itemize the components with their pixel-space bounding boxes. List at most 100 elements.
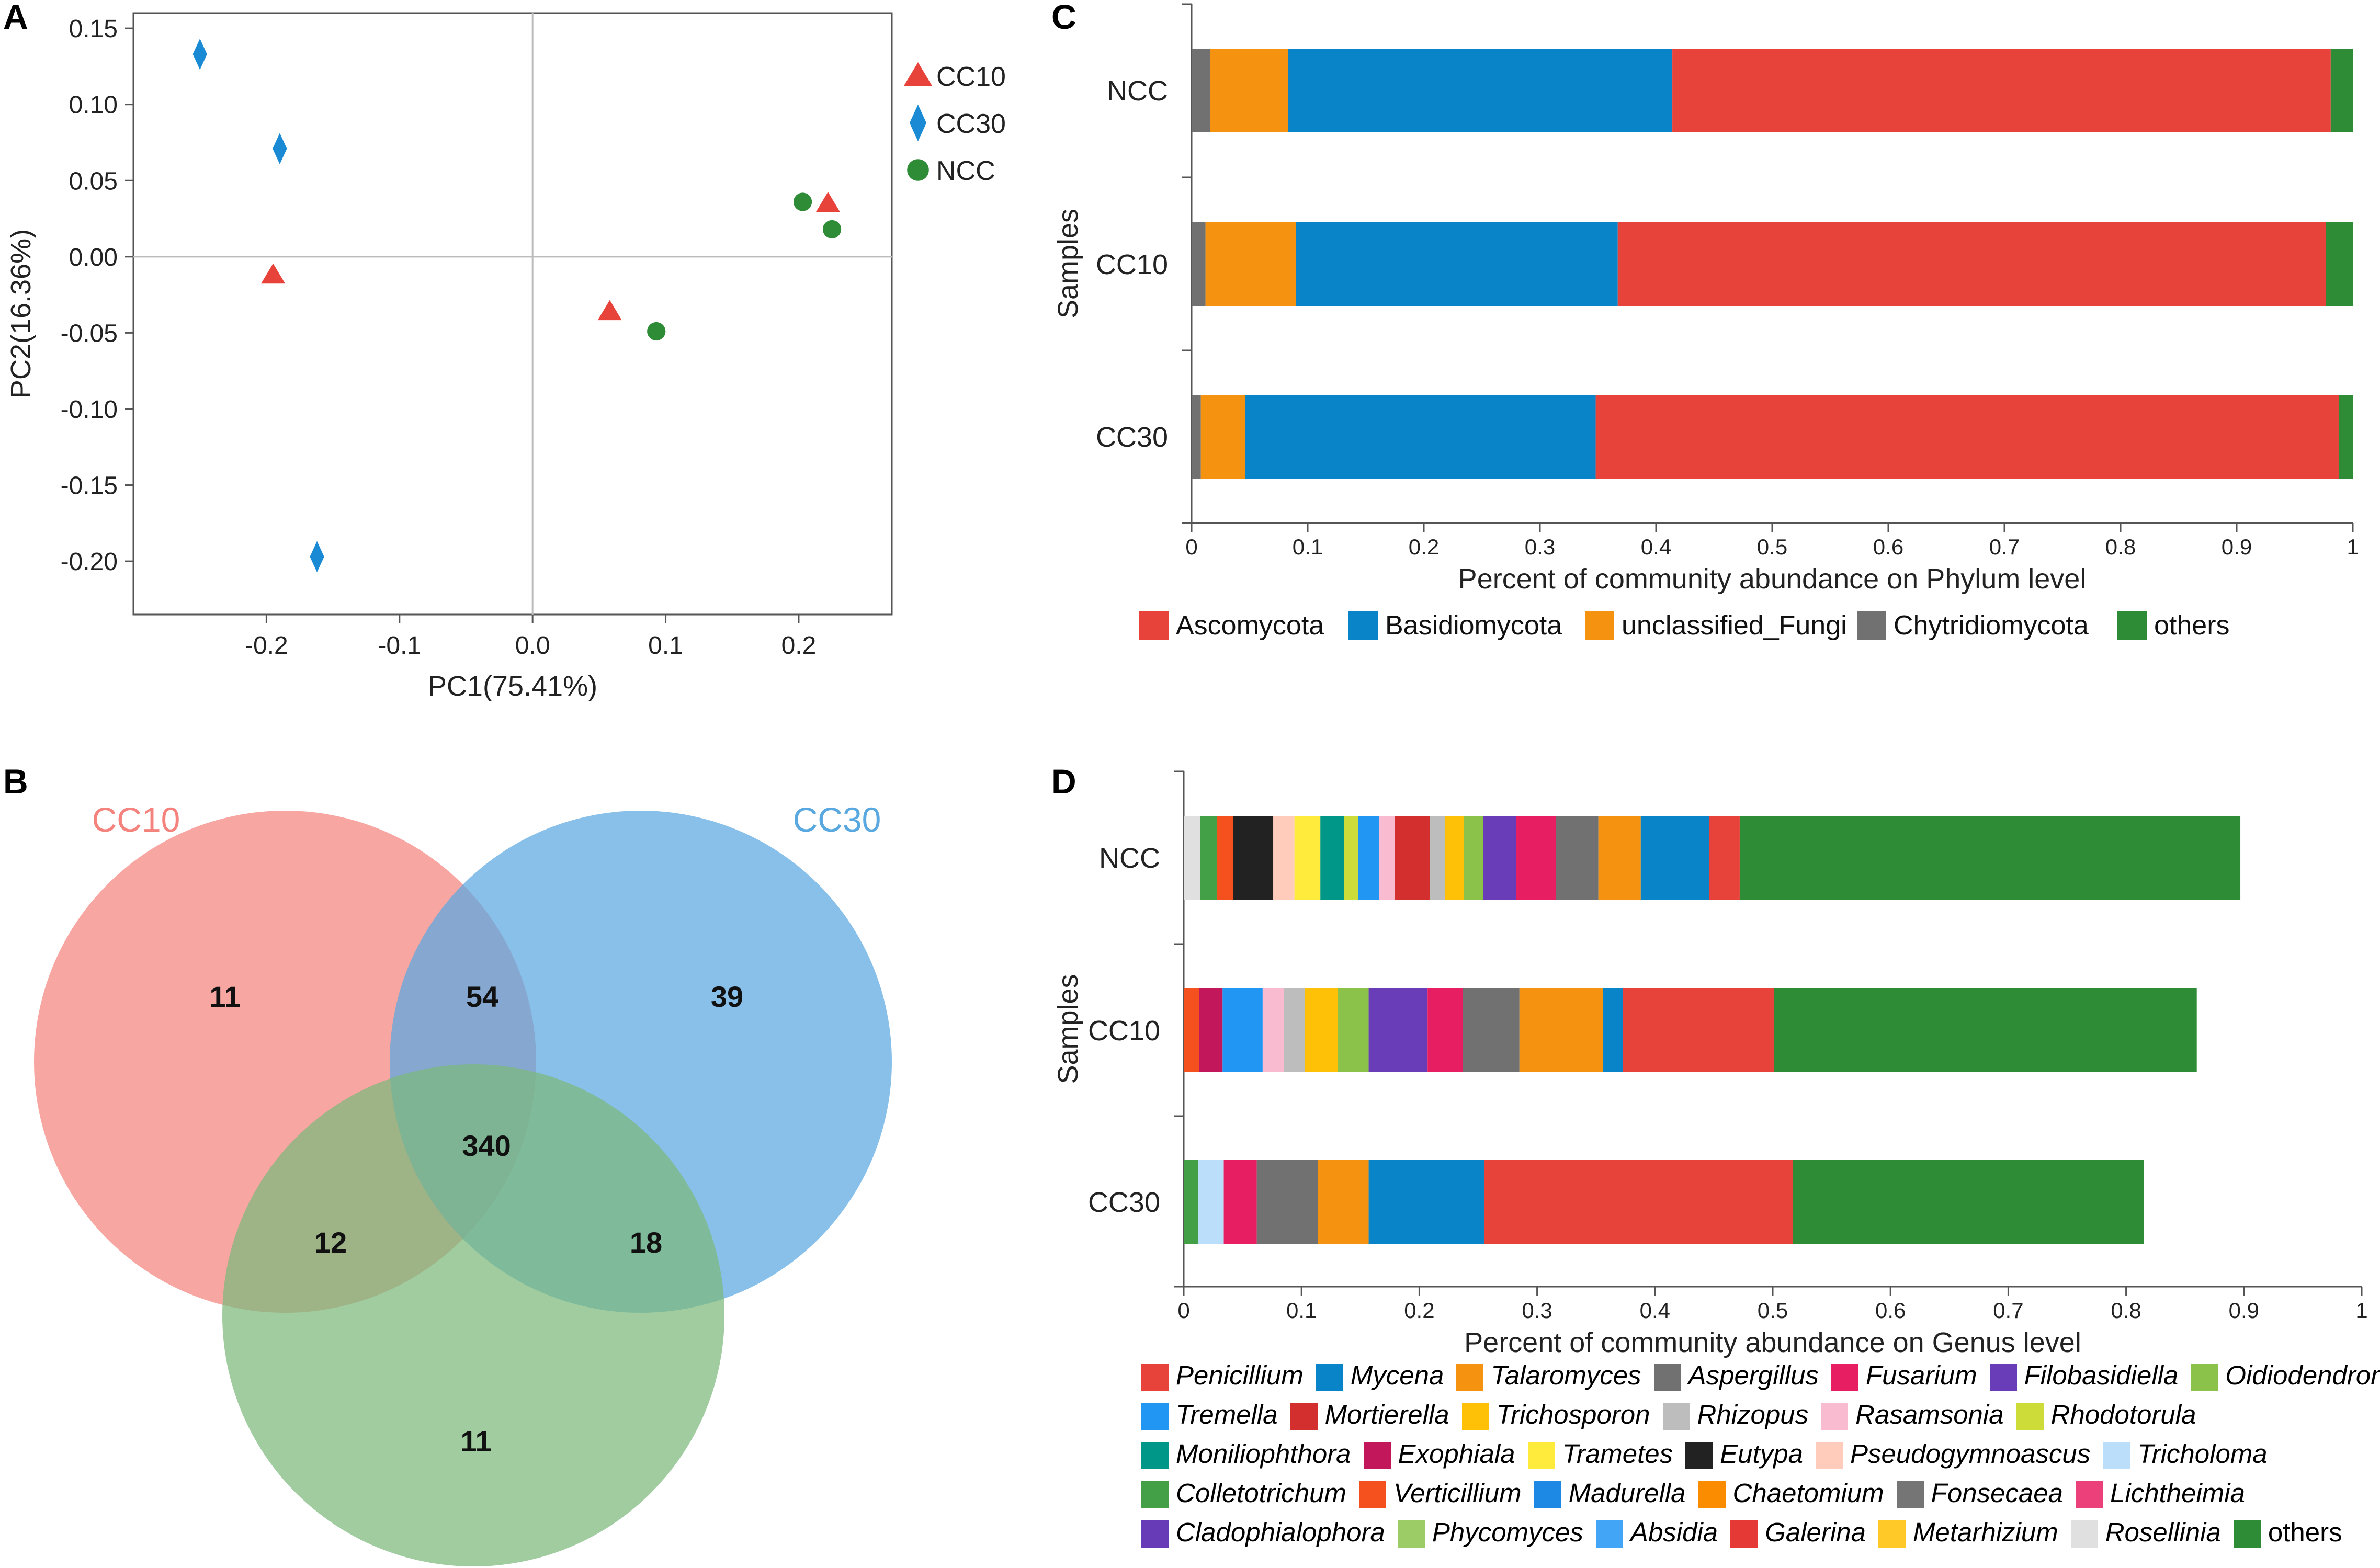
- phylum-x-tick-label: 0: [1185, 535, 1197, 559]
- genus-legend-item-pseudogymnoascus: Pseudogymnoascus: [1815, 1438, 2091, 1470]
- x-tick-label: -0.1: [378, 632, 421, 660]
- genus-legend-label: Talaromyces: [1491, 1360, 1641, 1390]
- x-tick-label: 0.2: [781, 632, 817, 660]
- genus-bar-segment-talaromyces: [1519, 988, 1603, 1072]
- genus-legend-item-rhizopus: Rhizopus: [1662, 1399, 1808, 1430]
- genus-legend-item-tricholoma: Tricholoma: [2103, 1438, 2268, 1470]
- genus-bar-segment-fusarium: [1516, 816, 1556, 900]
- x-tick-label: 0.1: [648, 632, 683, 660]
- genus-legend-label: Phycomyces: [1432, 1517, 1583, 1547]
- genus-legend-item-talaromyces: Talaromyces: [1456, 1360, 1641, 1391]
- genus-bar-segment-penicillium: [1709, 816, 1740, 900]
- genus-x-tick-label: 0.5: [1758, 1298, 1788, 1323]
- phylum-legend-label-ascomycota: Ascomycota: [1176, 610, 1324, 641]
- genus-legend-swatch: [2103, 1442, 2130, 1470]
- phylum-y-axis-title: Samples: [1052, 209, 1084, 319]
- genus-bar-segment-exophiala: [1199, 988, 1223, 1072]
- genus-legend-swatch: [1730, 1520, 1758, 1548]
- genus-legend-swatch: [2076, 1481, 2103, 1509]
- genus-bar-segment-rasamsonia: [1262, 988, 1284, 1072]
- genus-legend-item-filobasidiella: Filobasidiella: [1989, 1360, 2178, 1391]
- genus-bar-segment-verticillium: [1184, 988, 1199, 1072]
- genus-x-tick-label: 0.6: [1875, 1298, 1906, 1323]
- venn-set-label-cc30: CC30: [793, 800, 881, 839]
- genus-legend-item-oidiodendron: Oidiodendron: [2191, 1360, 2380, 1391]
- venn-count-cc30-ncc: 18: [630, 1226, 662, 1259]
- genus-bar-segment-rosellinia: [1184, 816, 1200, 900]
- genus-legend-item-cladophialophora: Cladophialophora: [1141, 1517, 1385, 1548]
- phylum-x-tick-label: 1: [2347, 535, 2359, 559]
- phylum-legend-label-unclassified-fungi: unclassified_Fungi: [1622, 610, 1847, 641]
- genus-legend-label: Metarhizium: [1912, 1517, 2058, 1547]
- genus-legend-row: Moniliophthora Exophiala Trametes Eutypa Pse…: [1141, 1436, 2380, 1475]
- genus-legend-swatch: [2233, 1520, 2261, 1548]
- genus-legend-label: Absidia: [1630, 1517, 1718, 1547]
- genus-legend-swatch: [1534, 1481, 1561, 1509]
- genus-legend-swatch: [1141, 1481, 1169, 1509]
- genus-bar-segment-mycena: [1603, 988, 1623, 1072]
- genus-legend-label: Rasamsonia: [1855, 1399, 2004, 1429]
- phylum-x-tick-label: 0.6: [1873, 535, 1903, 559]
- scatter-point-cc30: [273, 133, 287, 164]
- genus-legend-label: Pseudogymnoascus: [1850, 1438, 2091, 1469]
- genus-legend-swatch: [1527, 1442, 1555, 1470]
- phylum-legend-swatch-ascomycota: [1139, 611, 1169, 640]
- phylum-legend-swatch-basidiomycota: [1348, 611, 1378, 640]
- phylum-bar-segment-basidiomycota: [1288, 49, 1673, 132]
- genus-legend-item-galerina: Galerina: [1730, 1517, 1866, 1548]
- scatter-point-cc10: [815, 191, 840, 212]
- venn-count-cc30-only: 39: [711, 980, 743, 1013]
- y-tick-label: -0.10: [61, 396, 118, 424]
- phylum-bar-segment-chytridiomycota: [1192, 49, 1210, 132]
- genus-legend-item-lichtheimia: Lichtheimia: [2076, 1478, 2245, 1509]
- genus-bar-segment-penicillium: [1623, 988, 1774, 1072]
- genus-legend-swatch: [1397, 1520, 1425, 1548]
- phylum-bar-segment-ascomycota: [1595, 395, 2339, 479]
- genus-legend-label: Mycena: [1350, 1360, 1444, 1390]
- genus-legend-swatch: [1363, 1442, 1391, 1470]
- genus-bar-segment-rasamsonia: [1379, 816, 1395, 900]
- phylum-bar-segment-chytridiomycota: [1192, 395, 1201, 479]
- genus-legend-swatch: [1461, 1403, 1489, 1430]
- genus-x-tick-label: 0.9: [2229, 1298, 2259, 1323]
- genus-x-tick-label: 0.7: [1993, 1298, 2023, 1323]
- genus-legend-swatch: [1821, 1403, 1849, 1430]
- genus-legend-swatch: [1685, 1442, 1713, 1470]
- genus-legend-swatch: [1141, 1364, 1169, 1391]
- genus-bar-segment-aspergillus: [1556, 816, 1599, 900]
- genus-legend-label: Tremella: [1176, 1399, 1278, 1429]
- venn-count-cc10-cc30: 54: [466, 980, 498, 1013]
- genus-legend-swatch: [2070, 1520, 2098, 1548]
- genus-legend-swatch: [1141, 1520, 1169, 1548]
- genus-legend-swatch: [1989, 1364, 2017, 1391]
- phylum-x-tick-label: 0.8: [2105, 535, 2136, 559]
- phylum-category-label: NCC: [1107, 75, 1168, 107]
- phylum-bar-segment-chytridiomycota: [1192, 222, 1206, 306]
- phylum-legend-label-others: others: [2154, 610, 2230, 641]
- venn-set-label-cc10: CC10: [92, 800, 180, 839]
- genus-bar-segment-aspergillus: [1463, 988, 1520, 1072]
- genus-legend-item-verticillium: Verticillium: [1358, 1478, 1522, 1509]
- genus-bar-segment-verticillium: [1217, 816, 1233, 900]
- genus-legend-label: Madurella: [1568, 1478, 1686, 1508]
- phylum-x-axis-title: Percent of community abundance on Phylum…: [1458, 563, 2087, 595]
- genus-legend-item-fonsecaea: Fonsecaea: [1896, 1478, 2063, 1509]
- genus-bar-segment-talaromyces: [1598, 816, 1641, 900]
- pca-scatter-chart: -0.2 -0.1 0.0 0.1 0.2 0.15 0.10 0.05 0.00 -0.05 -0…: [5, 12, 1006, 702]
- genus-bar-segment-trichosporon: [1305, 988, 1339, 1072]
- genus-legend-swatch: [2016, 1403, 2044, 1430]
- genus-legend-item-colletotrichum: Colletotrichum: [1141, 1478, 1346, 1509]
- venn-count-cc10-only: 11: [209, 980, 240, 1013]
- genus-bar-segment-others: [1739, 816, 2241, 900]
- genus-legend-item-mortierella: Mortierella: [1290, 1399, 1449, 1430]
- genus-legend-item-absidia: Absidia: [1595, 1517, 1718, 1548]
- venn-circle-ncc: [222, 1064, 724, 1566]
- phylum-bar-segment-unclassified-fungi: [1205, 222, 1296, 306]
- genus-x-tick-label: 0.3: [1522, 1298, 1552, 1323]
- y-tick-label: 0.00: [69, 244, 118, 271]
- genus-x-tick-label: 0.1: [1286, 1298, 1317, 1323]
- genus-legend-label: Rhodotorula: [2050, 1399, 2196, 1429]
- genus-legend-swatch: [1896, 1481, 1924, 1509]
- genus-bar-segment-talaromyces: [1318, 1160, 1369, 1244]
- genus-legend-swatch: [1831, 1364, 1859, 1391]
